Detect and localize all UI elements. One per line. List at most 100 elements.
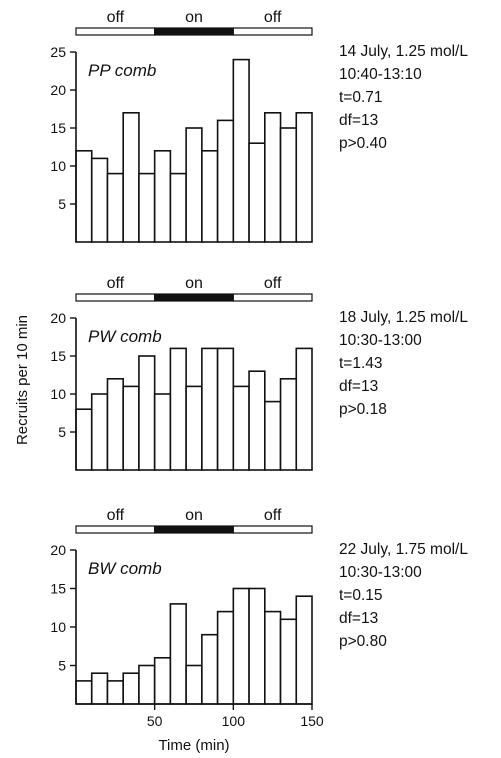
histogram-bar: [169, 172, 187, 243]
phase-band-off: [232, 525, 313, 534]
phase-label-on: on: [185, 507, 203, 524]
x-tick-label: 150: [300, 713, 324, 729]
phase-label-on: on: [185, 9, 203, 26]
phase-label-off: off: [107, 507, 125, 524]
y-tick-label: 15: [50, 120, 66, 136]
histogram-bar: [201, 633, 219, 705]
histogram-bar: [216, 347, 235, 471]
phase-label-on: on: [185, 275, 203, 292]
stat-annotation: 10:30-13:00: [339, 332, 422, 349]
y-tick-label: 20: [50, 542, 66, 558]
y-tick-label: 20: [50, 82, 66, 98]
phase-band-on: [154, 525, 234, 534]
histogram-bar: [153, 393, 172, 471]
histogram-bar: [185, 127, 203, 243]
histogram-bar: [169, 347, 187, 471]
stat-annotation: df=13: [339, 378, 378, 395]
histogram-bar: [153, 150, 172, 243]
stat-annotation: 10:30-13:00: [339, 564, 422, 581]
histogram-bar: [90, 672, 109, 705]
histogram-bar: [90, 157, 109, 243]
histogram-bar: [138, 355, 156, 471]
phase-band-off: [75, 525, 156, 534]
stat-annotation: df=13: [339, 112, 378, 129]
phase-label-off: off: [264, 9, 282, 26]
panel-title: PW comb: [88, 327, 162, 346]
histogram-bar: [106, 680, 125, 705]
stat-annotation: t=1.43: [339, 355, 383, 372]
histogram-bar: [106, 377, 125, 471]
phase-band-off: [232, 27, 313, 36]
histogram-bar: [248, 370, 266, 471]
y-tick-label: 25: [50, 44, 66, 60]
y-tick-label: 5: [58, 658, 66, 674]
x-tick-label: 50: [147, 713, 163, 729]
chart-panel-2: off on off 5 10 15 20 PW comb 18 July, 1.25 mol/…: [50, 275, 468, 471]
chart-panel-1: off on off 5 10 15 20 25 PP comb 14 July, 1.25 mo…: [50, 9, 468, 243]
stat-annotation: df=13: [339, 610, 378, 627]
x-tick-label: 100: [222, 713, 246, 729]
histogram-bar: [263, 610, 282, 705]
histogram-bar: [106, 172, 125, 243]
stat-annotation: 22 July, 1.75 mol/L: [339, 541, 468, 558]
phase-label-off: off: [264, 275, 282, 292]
chart-panels: off on off 5 10 15 20 25 PP comb 14 July, 1.25 mo…: [50, 9, 468, 729]
histogram-bar: [279, 127, 298, 243]
histogram-bar: [75, 680, 93, 705]
histogram-bar: [232, 58, 250, 243]
y-tick-label: 20: [50, 310, 66, 326]
y-tick-label: 5: [58, 196, 66, 212]
panel-title: PP comb: [88, 61, 156, 80]
histogram-bar: [201, 150, 219, 243]
y-tick-label: 5: [58, 424, 66, 440]
stat-annotation: t=0.71: [339, 89, 383, 106]
phase-label-off: off: [264, 507, 282, 524]
histogram-bar: [122, 112, 140, 243]
stat-annotation: p>0.80: [339, 633, 387, 650]
phase-band-off: [75, 293, 156, 302]
y-tick-label: 10: [50, 619, 66, 635]
histogram-bar: [295, 112, 313, 243]
histogram-bar: [201, 347, 219, 471]
histogram-bar: [295, 595, 313, 705]
stat-annotation: p>0.40: [339, 135, 387, 152]
stat-annotation: 10:40-13:10: [339, 66, 422, 83]
phase-band-off: [75, 27, 156, 36]
panel-title: BW comb: [88, 559, 162, 578]
histogram-bar: [248, 587, 266, 705]
histogram-bar: [169, 603, 187, 705]
phase-band-on: [154, 293, 234, 302]
phase-band-on: [154, 27, 234, 36]
y-tick-label: 15: [50, 581, 66, 597]
histogram-bar: [153, 656, 172, 705]
histogram-bar: [216, 610, 235, 705]
stat-annotation: p>0.18: [339, 401, 387, 418]
histogram-bar: [138, 172, 156, 243]
stat-annotation: t=0.15: [339, 587, 383, 604]
phase-label-off: off: [107, 275, 125, 292]
histogram-bar: [263, 112, 282, 243]
histogram-bar: [248, 142, 266, 243]
stat-annotation: 14 July, 1.25 mol/L: [339, 43, 468, 60]
stat-annotation: 18 July, 1.25 mol/L: [339, 309, 468, 326]
phase-band-off: [232, 293, 313, 302]
histogram-bar: [75, 150, 93, 243]
histogram-bar: [75, 408, 93, 471]
y-axis-label: Recruits per 10 min: [14, 315, 31, 445]
histogram-bar: [122, 672, 140, 705]
y-tick-label: 10: [50, 386, 66, 402]
x-axis-label: Time (min): [158, 737, 229, 754]
histogram-bar: [90, 393, 109, 471]
histogram-bar: [232, 385, 250, 471]
histogram-bar: [122, 385, 140, 471]
histogram-bar: [138, 664, 156, 705]
histogram-bar: [295, 347, 313, 471]
phase-label-off: off: [107, 9, 125, 26]
histogram-bar: [216, 119, 235, 243]
histogram-bar: [185, 385, 203, 471]
chart-panel-3: off on off 5 10 15 20 50 100 150 BW comb 22 July, 1…: [50, 507, 468, 729]
histogram-bar: [279, 377, 298, 471]
histogram-bar: [232, 587, 250, 705]
y-tick-label: 10: [50, 158, 66, 174]
